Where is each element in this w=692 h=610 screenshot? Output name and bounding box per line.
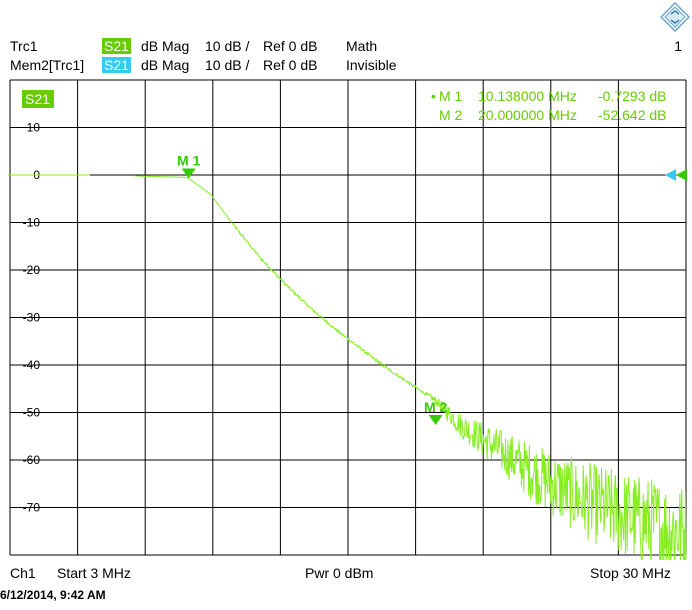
s21-trace[interactable] (135, 175, 687, 560)
trace-label: S21 (25, 91, 50, 107)
trace1-scale[interactable]: 10 dB / (205, 38, 250, 54)
m1-readout-value: -0.7293 dB (598, 88, 667, 104)
trace1-name[interactable]: Trc1 (10, 38, 38, 54)
timestamp: 6/12/2014, 9:42 AM (0, 588, 106, 602)
markers[interactable]: M 1 M 2 (177, 152, 448, 426)
y-tick-label: -70 (23, 501, 41, 515)
m2-readout-label: M 2 (439, 107, 463, 123)
brand-logo-icon (660, 2, 690, 32)
trace2-mode[interactable]: Invisible (346, 57, 397, 73)
trace1-ref[interactable]: Ref 0 dB (263, 38, 318, 54)
marker-triangle-1[interactable] (181, 168, 196, 179)
ref-level-marker-trace (676, 169, 687, 181)
ref-level-marker-mem (665, 169, 676, 181)
y-tick-label: -50 (23, 406, 41, 420)
y-tick-label: -60 (23, 453, 41, 467)
trace2-name[interactable]: Mem2[Trc1] (10, 57, 85, 73)
trace-plot[interactable]: 100-10-20-30-40-50-60-70 S21 M 1M 2 • M … (0, 0, 692, 560)
trace-label-badge (22, 90, 54, 108)
m1-readout-label: M 1 (439, 88, 463, 104)
grid (9, 79, 687, 556)
window-number: 1 (674, 38, 682, 54)
marker-label-2[interactable]: M 2 (424, 399, 448, 415)
m2-readout-value: -52.642 dB (598, 107, 667, 123)
trace1-mode[interactable]: Math (346, 38, 378, 54)
y-axis-tick-labels: 100-10-20-30-40-50-60-70 (23, 121, 41, 515)
y-tick-label: -30 (23, 311, 41, 325)
trace1-param-badge[interactable]: S21 (102, 38, 131, 54)
y-tick-label: 10 (27, 121, 41, 135)
m1-readout-freq: 10.138000 MHz (478, 88, 577, 104)
start-frequency[interactable]: Start 3 MHz (57, 565, 131, 581)
trace2-format[interactable]: dB Mag (141, 57, 190, 73)
trace2-ref[interactable]: Ref 0 dB (263, 57, 318, 73)
m1-bullet: • (431, 88, 436, 104)
stop-frequency[interactable]: Stop 30 MHz (590, 565, 671, 581)
marker-label-1[interactable]: M 1 (177, 152, 201, 168)
channel-label[interactable]: Ch1 (10, 565, 36, 581)
y-tick-label: -20 (23, 263, 41, 277)
marker-triangle-2[interactable] (428, 415, 443, 426)
power-level[interactable]: Pwr 0 dBm (305, 565, 374, 581)
y-tick-label: -10 (23, 216, 41, 230)
y-tick-label: -40 (23, 358, 41, 372)
trace2-param-badge[interactable]: S21 (102, 57, 131, 73)
m2-readout-freq: 20.000000 MHz (478, 107, 577, 123)
trace2-scale[interactable]: 10 dB / (205, 57, 250, 73)
trace1-format[interactable]: dB Mag (141, 38, 190, 54)
